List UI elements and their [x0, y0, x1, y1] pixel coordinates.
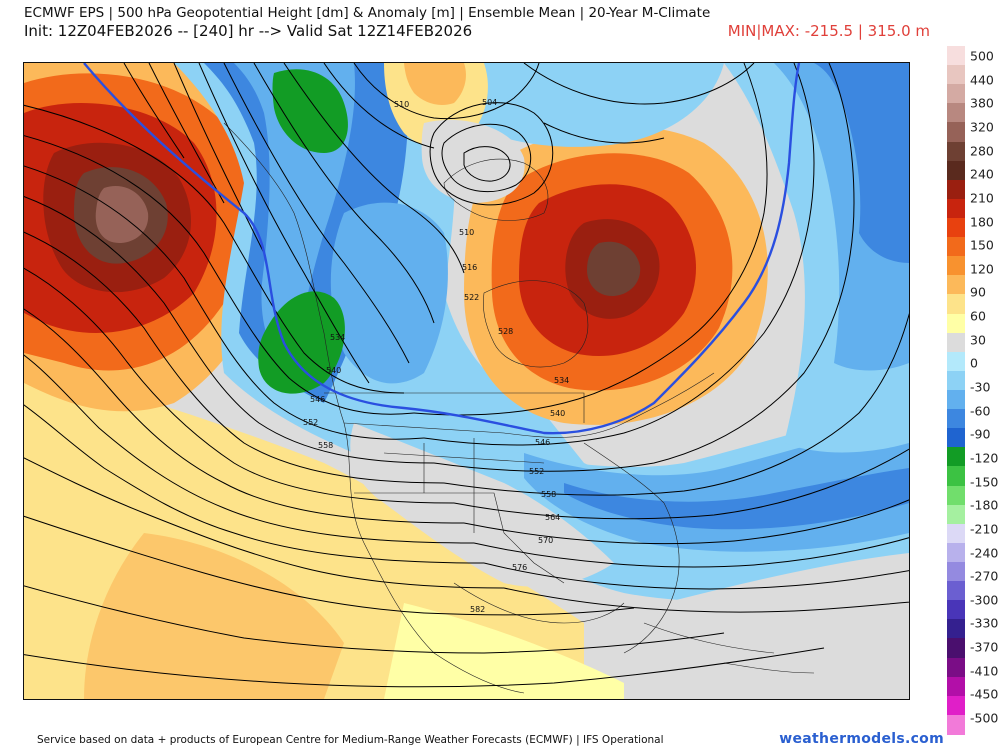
colorbar-swatch [947, 523, 965, 544]
colorbar-tick-label: 320 [970, 119, 994, 135]
colorbar-swatch [947, 581, 965, 601]
colorbar-tick-label: 380 [970, 95, 994, 111]
colorbar-swatch [947, 218, 965, 238]
colorbar-tick-label: -120 [970, 450, 999, 466]
colorbar-tick-label: -180 [970, 497, 999, 513]
colorbar-swatch [947, 428, 965, 448]
colorbar-swatch [947, 46, 965, 66]
colorbar-tick-label: 180 [970, 214, 994, 229]
min-max-readout: MIN|MAX: -215.5 | 315.0 m [727, 22, 930, 40]
colorbar-tick-label: -240 [970, 545, 999, 560]
colorbar-swatch [947, 351, 965, 372]
colorbar-tick-label: -300 [970, 592, 999, 608]
colorbar-swatch [947, 332, 965, 353]
colorbar-tick-label: -410 [970, 663, 999, 679]
colorbar-tick-label: -60 [970, 403, 991, 419]
colorbar-swatch [947, 542, 965, 563]
colorbar-tick-label: 60 [970, 308, 986, 324]
map-canvas: 510 504 510 516 522 528 534 540 534 540 … [24, 63, 909, 699]
colorbar-tick-label: 280 [970, 143, 994, 159]
colorbar-swatch [947, 370, 965, 391]
colorbar-swatch [947, 600, 965, 620]
colorbar-tick-label: -270 [970, 568, 999, 584]
contour-label: 546 [535, 438, 550, 447]
colorbar-swatch [947, 619, 965, 640]
colorbar-swatch [947, 447, 965, 468]
colorbar-swatch [947, 237, 965, 257]
colorbar-swatch [947, 313, 965, 334]
contour-label: 558 [541, 490, 556, 499]
colorbar-tick-label: 210 [970, 190, 994, 206]
colorbar-swatch [947, 179, 965, 200]
colorbar-swatch [947, 390, 965, 410]
height-contours [24, 63, 909, 688]
contour-540-highlight [83, 63, 801, 435]
data-attribution: Service based on data + products of Euro… [37, 734, 664, 746]
colorbar-tick-label: 30 [970, 332, 986, 348]
contour-label: 528 [498, 327, 513, 336]
colorbar-swatch [947, 485, 965, 506]
contour-label: 546 [310, 395, 325, 404]
colorbar-tick-label: -30 [970, 379, 991, 395]
contour-label: 582 [470, 605, 485, 614]
colorbar-swatch [947, 160, 965, 181]
colorbar-tick-label: 120 [970, 261, 994, 277]
contour-label: 558 [318, 441, 333, 450]
colorbar-tick-label: 240 [970, 166, 994, 182]
contour-label: 522 [464, 293, 479, 302]
colorbar-swatch [947, 676, 965, 697]
colorbar-tick-label: -90 [970, 426, 991, 442]
init-valid-time: Init: 12Z04FEB2026 -- [240] hr --> Valid… [24, 22, 473, 40]
colorbar-tick-label: -370 [970, 639, 999, 655]
colorbar-swatch [947, 504, 965, 525]
colorbar-swatch [947, 103, 965, 124]
colorbar-tick-label: -150 [970, 474, 999, 490]
colorbar-swatch [947, 562, 965, 582]
colorbar-swatch [947, 65, 965, 85]
colorbar-tick-label: 440 [970, 72, 994, 88]
colorbar-swatch [947, 409, 965, 429]
colorbar-tick-label: -330 [970, 615, 999, 631]
contour-label: 510 [394, 100, 409, 109]
colorbar-swatch [947, 256, 965, 276]
contour-label: 534 [330, 333, 345, 342]
colorbar-swatch [947, 275, 965, 296]
colorbar-swatch [947, 294, 965, 315]
colorbar-swatch [947, 657, 965, 678]
colorbar-swatch [947, 84, 965, 104]
colorbar-tick-label: 500 [970, 48, 994, 64]
colorbar-swatch [947, 695, 965, 716]
contour-label: 576 [512, 563, 527, 572]
colorbar-tick-label: 150 [970, 237, 994, 253]
colorbar-swatch [947, 141, 965, 162]
contour-label: 552 [529, 467, 544, 476]
colorbar-tick-label: 0 [970, 355, 978, 371]
contour-label: 510 [459, 228, 474, 237]
contour-label: 570 [538, 536, 553, 545]
contour-label: 564 [545, 513, 560, 522]
colorbar-tick-label: -500 [970, 710, 999, 726]
contour-label: 540 [550, 409, 565, 418]
contour-label: 504 [482, 98, 497, 107]
colorbar-swatch [947, 466, 965, 487]
colorbar-tick-label: 90 [970, 284, 986, 300]
colorbar-swatch [947, 638, 965, 659]
brand-logo-text: weathermodels.com [779, 731, 944, 747]
colorbar-tick-label: -210 [970, 521, 999, 537]
contour-labels: 510 504 510 516 522 528 534 540 534 540 … [303, 98, 569, 614]
colorbar-swatch [947, 714, 965, 735]
contour-label: 516 [462, 263, 477, 272]
anomaly-colorbar [947, 46, 965, 735]
colorbar-tick-label: -450 [970, 686, 999, 702]
colorbar-swatch [947, 198, 965, 219]
colorbar-swatch [947, 122, 965, 143]
contour-label: 552 [303, 418, 318, 427]
contour-label: 540 [326, 366, 341, 375]
map-title: ECMWF EPS | 500 hPa Geopotential Height … [24, 5, 711, 21]
anomaly-map: 510 504 510 516 522 528 534 540 534 540 … [23, 62, 910, 700]
contour-label: 534 [554, 376, 569, 385]
